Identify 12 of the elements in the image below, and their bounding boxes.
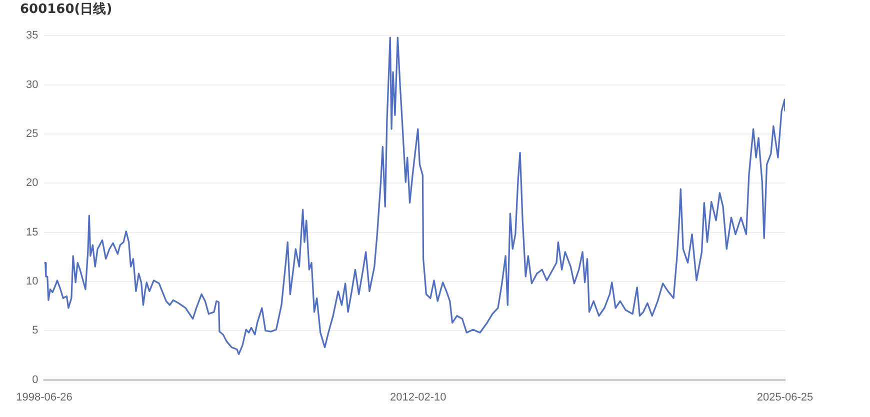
chart-title: 600160(日线)	[20, 2, 112, 18]
y-tick-label: 5	[32, 324, 38, 337]
y-tick-label: 0	[32, 374, 38, 386]
x-tick-label: 2012-02-10	[390, 391, 446, 404]
y-tick-label: 25	[26, 128, 38, 140]
y-tick-label: 20	[26, 177, 38, 190]
y-tick-label: 15	[26, 226, 38, 238]
y-tick-label: 30	[26, 78, 38, 91]
y-tick-label: 35	[26, 30, 38, 42]
x-tick-label: 1998-06-26	[16, 391, 72, 404]
x-tick-label: 2025-06-25	[756, 391, 814, 404]
y-tick-label: 10	[26, 275, 38, 288]
